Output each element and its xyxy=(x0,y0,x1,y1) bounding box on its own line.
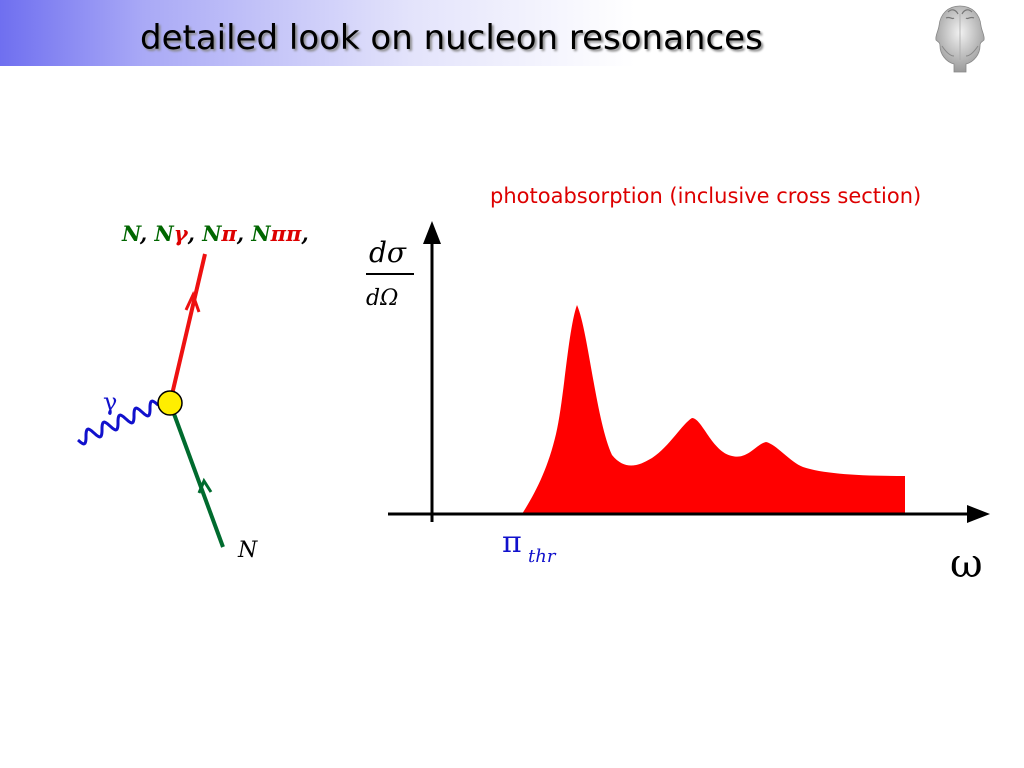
x-axis-label: ω xyxy=(950,541,983,587)
janus-head-logo-icon xyxy=(935,5,985,73)
outgoing-particle-line xyxy=(168,253,207,404)
page-title: detailed look on nucleon resonances xyxy=(140,18,763,58)
incoming-arrow-icon xyxy=(197,477,213,494)
final-state-part: ππ xyxy=(270,221,302,246)
incoming-nucleon-label: N xyxy=(237,538,258,563)
incoming-nucleon-line xyxy=(168,402,225,548)
final-state-part: N xyxy=(250,221,271,246)
photon-wavy-line xyxy=(77,399,159,446)
x-axis-arrow-icon xyxy=(967,505,990,523)
photon-label: γ xyxy=(103,388,117,416)
final-state-part: N xyxy=(201,221,222,246)
title-band xyxy=(0,0,1024,66)
plot-caption: photoabsorption (inclusive cross section… xyxy=(490,184,921,208)
cross-section-curve xyxy=(522,305,905,514)
y-axis-label-denominator: dΩ xyxy=(366,286,398,311)
final-state-part: , xyxy=(300,221,308,246)
final-state-part: , xyxy=(236,221,252,246)
threshold-symbol: π xyxy=(502,525,522,560)
threshold-subscript: thr xyxy=(528,546,557,567)
y-axis-arrow-icon xyxy=(423,221,441,244)
interaction-vertex xyxy=(157,390,183,416)
final-states-label: N, Nγ, Nπ, Nππ, xyxy=(121,221,309,246)
final-state-part: π xyxy=(220,221,237,246)
y-axis-label-numerator: dσ xyxy=(369,236,407,269)
final-state-part: N xyxy=(121,221,142,246)
outgoing-arrow-icon xyxy=(184,291,201,313)
final-state-part: N xyxy=(153,221,174,246)
final-state-part: , xyxy=(187,221,203,246)
final-state-part: γ xyxy=(174,221,189,246)
final-state-part: , xyxy=(139,221,155,246)
